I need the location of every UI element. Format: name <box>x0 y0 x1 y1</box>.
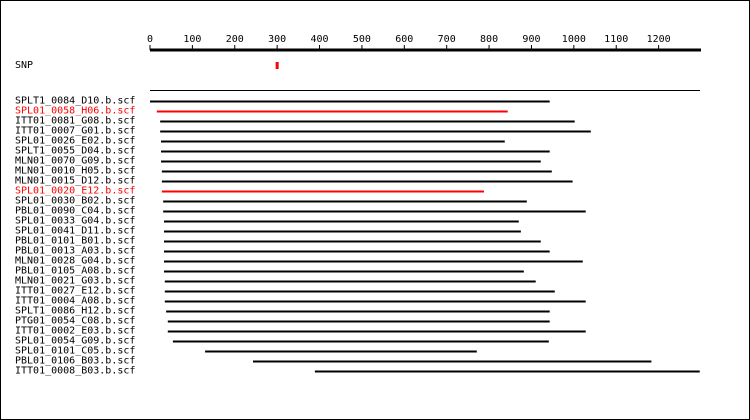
x-tick-label: 100 <box>183 34 201 45</box>
x-tick-label: 900 <box>522 34 540 45</box>
x-tick-label: 300 <box>268 34 286 45</box>
x-tick-label: 0 <box>147 34 153 45</box>
x-tick-label: 400 <box>311 34 329 45</box>
read-name: PBL01_0105_A08.b.scf <box>15 266 135 277</box>
read-name: PBL01_0106_B03.b.scf <box>15 356 135 367</box>
read-name: PBL01_0101_B01.b.scf <box>15 236 135 247</box>
read-name: MLN01_0015_D12.b.scf <box>15 176 135 187</box>
read-name: MLN01_0010_H05.b.scf <box>15 166 135 177</box>
read-name: SPL01_0030_B02.b.scf <box>15 196 135 207</box>
read-name: ITT01_0081_G08.b.scf <box>15 116 135 127</box>
read-name: PTG01_0054_C08.b.scf <box>15 316 135 327</box>
x-tick-label: 500 <box>353 34 371 45</box>
x-tick-label: 800 <box>480 34 498 45</box>
read-name: ITT01_0027_E12.b.scf <box>15 286 135 297</box>
read-name: SPLT1_0086_H12.b.scf <box>15 306 135 317</box>
x-tick-label: 700 <box>438 34 456 45</box>
read-name: SPL01_0041_D11.b.scf <box>15 226 135 237</box>
x-tick-label: 200 <box>226 34 244 45</box>
read-name: SPL01_0058_H06.b.scf <box>15 106 135 117</box>
read-name: PBL01_0013_A03.b.scf <box>15 246 135 257</box>
read-name: SPLT1_0055_D04.b.scf <box>15 146 135 157</box>
x-tick-label: 1100 <box>604 34 628 45</box>
x-tick-label: 600 <box>395 34 413 45</box>
read-name: SPL01_0054_G09.b.scf <box>15 336 135 347</box>
read-name: MLN01_0028_G04.b.scf <box>15 256 135 267</box>
read-name: PBL01_0090_C04.b.scf <box>15 206 135 217</box>
x-tick-label: 1200 <box>647 34 671 45</box>
read-name: SPL01_0020_E12.b.scf <box>15 186 135 197</box>
read-name: MLN01_0070_G09.b.scf <box>15 156 135 167</box>
snp-label: SNP <box>15 60 33 71</box>
read-name: SPL01_0033_G04.b.scf <box>15 216 135 227</box>
read-name: ITT01_0004_A08.b.scf <box>15 296 135 307</box>
read-name: ITT01_0002_E03.b.scf <box>15 326 135 337</box>
read-name: SPLT1_0084_D10.b.scf <box>15 96 135 107</box>
snp-marker <box>275 62 279 69</box>
read-name: SPL01_0101_C05.b.scf <box>15 346 135 357</box>
read-name: ITT01_0008_B03.b.scf <box>15 366 135 377</box>
x-tick-label: 1000 <box>562 34 586 45</box>
read-name: SPL01_0026_E02.b.scf <box>15 136 135 147</box>
read-name: ITT01_0007_G01.b.scf <box>15 126 135 137</box>
read-name: MLN01_0021_G03.b.scf <box>15 276 135 287</box>
